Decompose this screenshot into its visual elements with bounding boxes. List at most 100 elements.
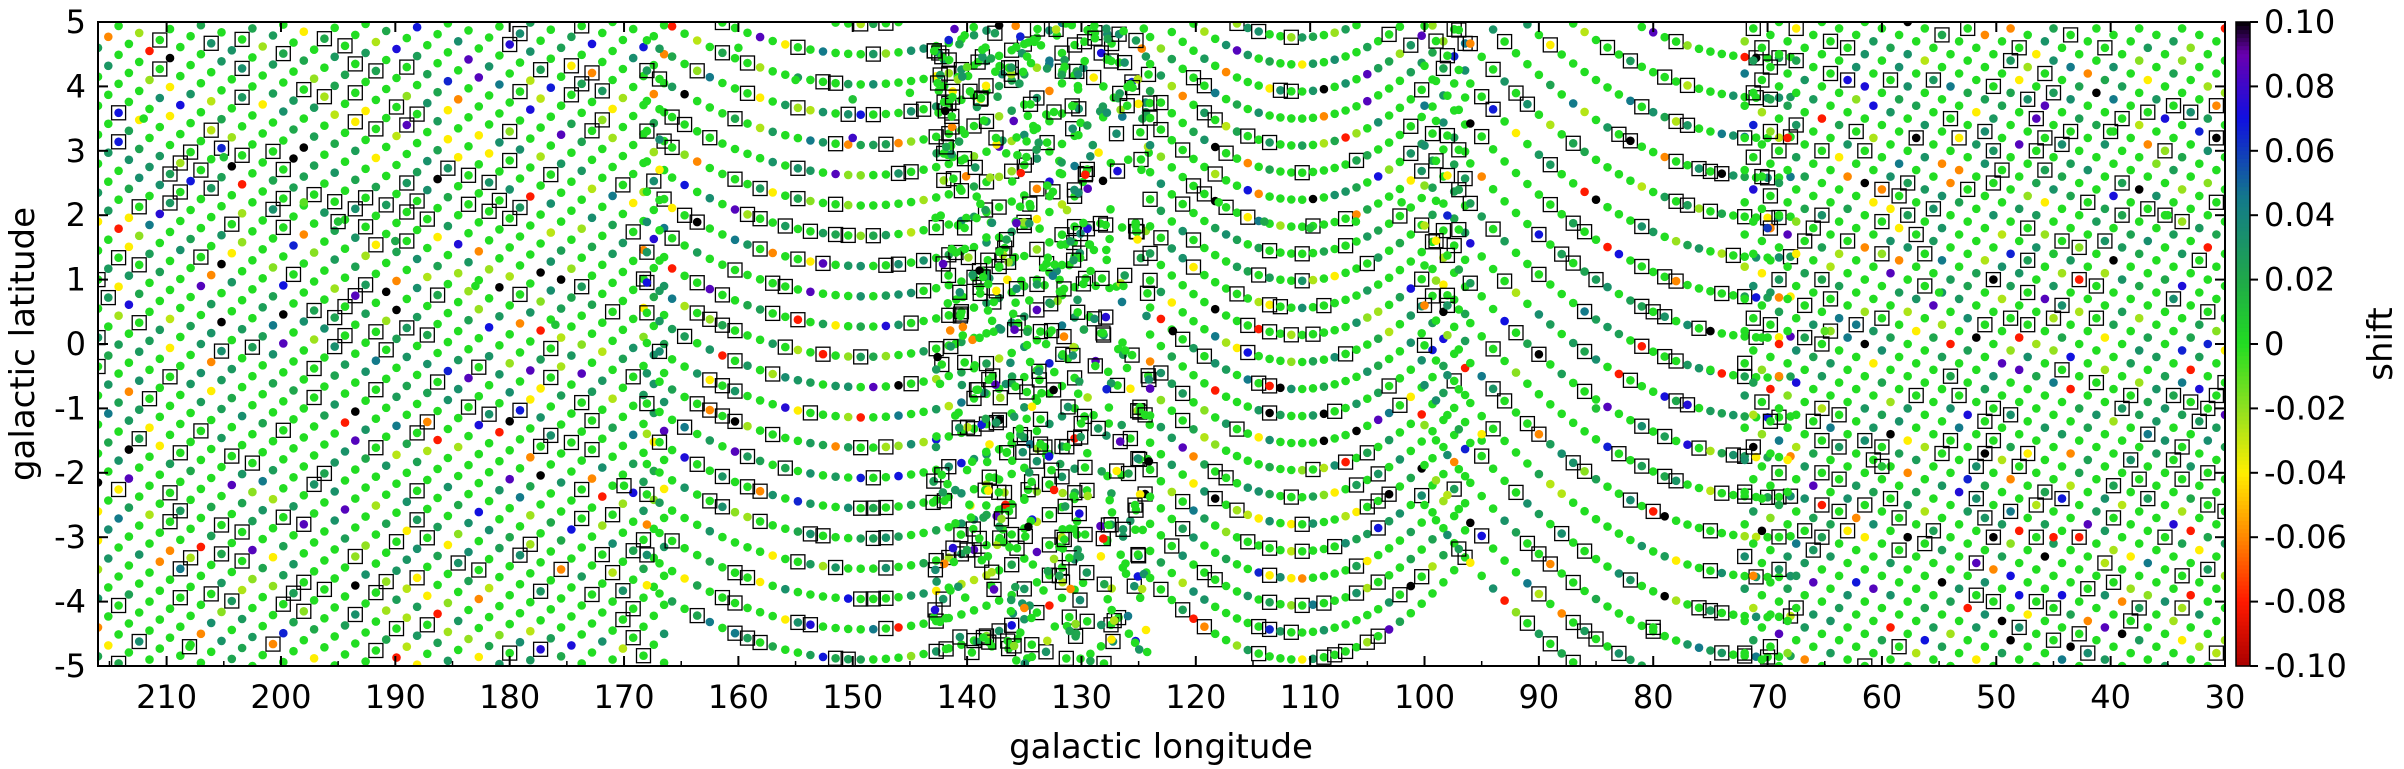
data-point: [793, 133, 803, 143]
flag-square: [1076, 34, 1093, 50]
flag-square: [347, 114, 363, 130]
flag-square: [952, 284, 968, 300]
data-point: [1546, 160, 1555, 169]
flag-square: [152, 32, 168, 48]
data-point: [248, 53, 257, 62]
data-point: [134, 550, 144, 559]
data-point: [1454, 225, 1464, 234]
data-point: [248, 24, 257, 33]
data-point: [1046, 299, 1055, 309]
data-point: [2126, 487, 2135, 497]
flag-square: [1485, 341, 1501, 357]
flag-square: [790, 251, 806, 267]
data-point: [1671, 476, 1681, 486]
data-point: [983, 306, 993, 315]
data-point: [1373, 550, 1383, 560]
data-point: [1232, 560, 1242, 569]
data-point: [248, 545, 257, 555]
data-point: [1297, 276, 1307, 286]
data-point: [1254, 541, 1263, 550]
data-point: [227, 248, 237, 258]
data-point: [1417, 437, 1426, 446]
data-point: [1297, 249, 1307, 259]
data-point: [793, 375, 803, 385]
data-point: [2083, 423, 2093, 433]
data-point: [1189, 425, 1198, 434]
data-point: [655, 74, 664, 84]
data-point: [279, 599, 288, 609]
data-point: [536, 413, 545, 422]
data-point: [495, 370, 504, 379]
data-point: [1025, 199, 1035, 209]
data-point: [1603, 202, 1612, 212]
data-point: [2169, 616, 2178, 626]
data-point: [402, 323, 412, 333]
data-point: [546, 25, 556, 34]
flag-square: [327, 309, 343, 326]
data-point: [412, 544, 422, 554]
data-point: [1557, 569, 1566, 578]
data-point: [186, 582, 195, 592]
data-point: [1568, 538, 1578, 547]
data-point: [639, 42, 648, 52]
data-point: [1706, 566, 1715, 575]
data-point: [743, 240, 752, 249]
data-point: [1637, 182, 1647, 191]
data-point: [186, 495, 195, 505]
data-point: [655, 377, 664, 387]
data-point: [2143, 590, 2153, 600]
data-point: [402, 207, 412, 217]
data-point: [474, 536, 484, 546]
data-point: [546, 83, 556, 92]
flag-square: [1457, 549, 1473, 565]
data-point: [931, 565, 940, 575]
data-point: [1603, 123, 1612, 132]
data-point: [1057, 230, 1067, 239]
flag-square: [1229, 421, 1245, 437]
data-point: [1460, 255, 1470, 265]
data-point: [289, 154, 298, 163]
data-point: [1210, 115, 1220, 125]
data-point: [1130, 500, 1140, 510]
data-point: [1500, 476, 1509, 486]
flag-square: [1565, 614, 1581, 631]
data-point: [793, 224, 803, 234]
flag-square: [1153, 365, 1169, 381]
flag-square: [1714, 485, 1730, 501]
data-point: [2186, 333, 2195, 342]
data-point: [628, 285, 638, 295]
data-point: [2134, 635, 2144, 645]
flag-square: [915, 283, 932, 299]
data-point: [1126, 434, 1135, 443]
data-point: [1591, 35, 1601, 45]
data-point: [248, 227, 257, 236]
data-point: [433, 522, 442, 532]
data-point: [289, 212, 298, 221]
data-point: [598, 115, 607, 125]
flag-square: [1370, 628, 1386, 644]
data-point: [906, 379, 916, 389]
data-point: [423, 330, 432, 340]
data-point: [176, 390, 185, 400]
data-point: [1417, 85, 1426, 95]
data-point: [1079, 325, 1089, 334]
data-point: [577, 601, 586, 610]
data-point: [299, 288, 309, 297]
data-point: [1145, 357, 1155, 366]
data-point: [1210, 602, 1220, 612]
data-point: [1352, 47, 1361, 57]
data-point: [1308, 59, 1318, 68]
data-point: [1460, 336, 1470, 346]
flag-square: [275, 190, 291, 207]
data-point: [1683, 200, 1692, 210]
data-point: [1568, 658, 1578, 666]
data-point: [237, 237, 247, 247]
flag-square: [244, 339, 261, 355]
data-point: [1546, 320, 1555, 329]
data-point: [1069, 491, 1078, 501]
data-point: [124, 126, 134, 136]
flag-square: [790, 614, 806, 631]
data-point: [1637, 142, 1647, 151]
flag-square: [1748, 50, 1764, 66]
data-point: [1341, 349, 1350, 359]
